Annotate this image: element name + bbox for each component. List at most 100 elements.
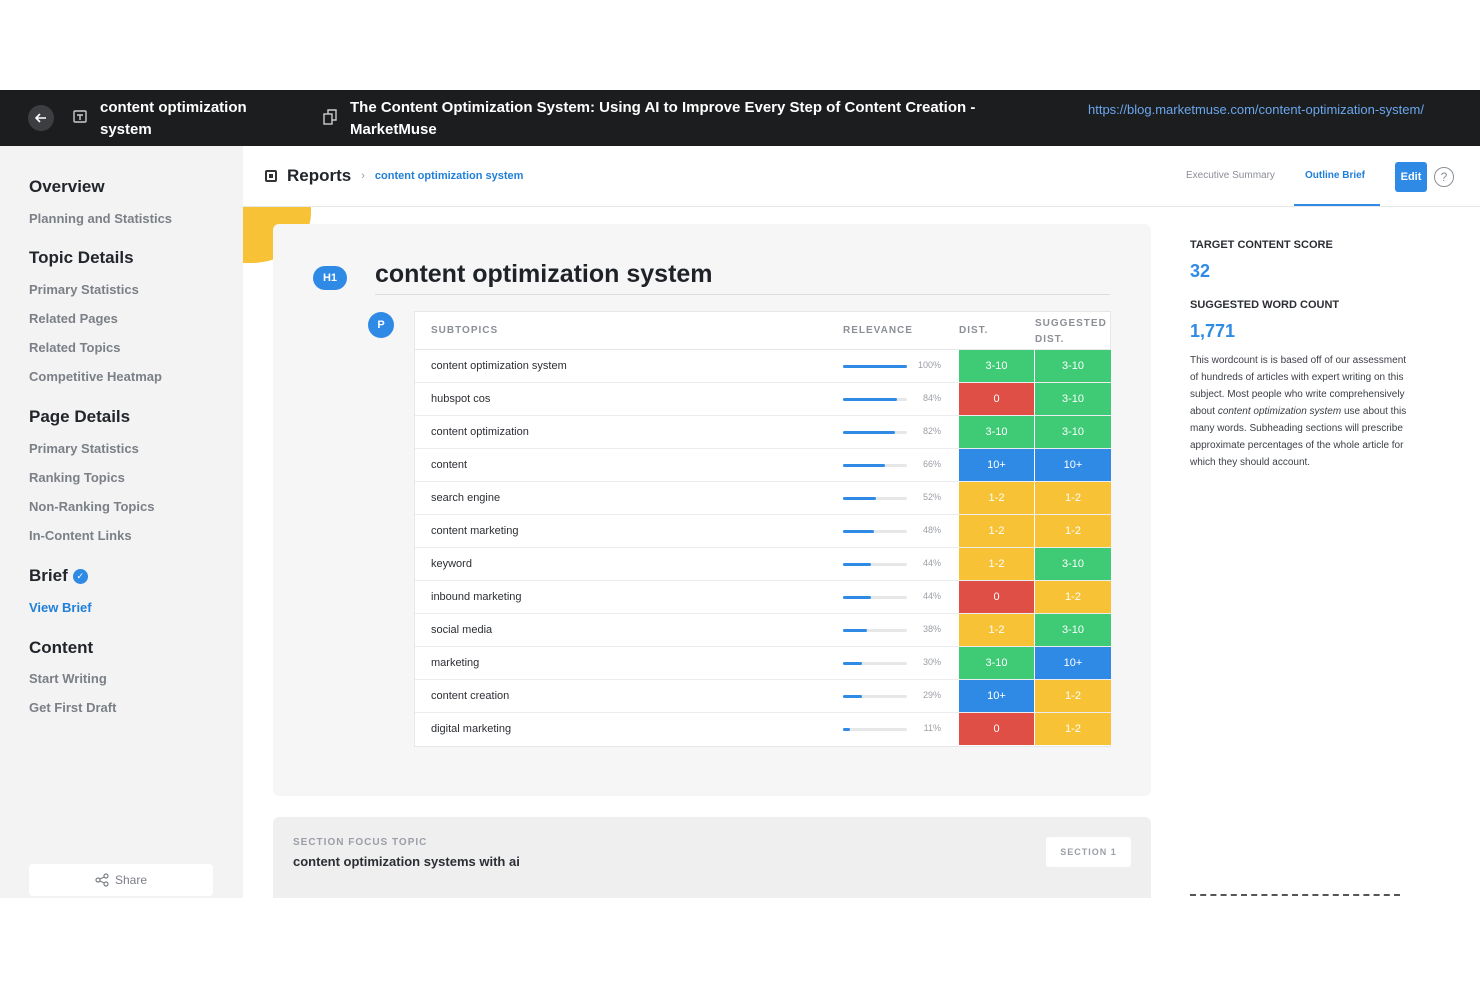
subtopic-name: keyword — [431, 558, 472, 570]
sidebar-item-page-primary-statistics[interactable]: Primary Statistics — [29, 441, 139, 456]
topic-title: content optimization system — [100, 99, 247, 138]
section-focus-card[interactable]: SECTION FOCUS TOPIC content optimization… — [273, 817, 1151, 898]
table-row[interactable]: digital marketing 11% 0 1-2 — [415, 713, 1111, 746]
relevance-bar — [843, 728, 907, 731]
table-row[interactable]: content optimization system 100% 3-10 3-10 — [415, 350, 1111, 383]
relevance-bar-fill — [843, 497, 877, 500]
relevance-percent: 52% — [922, 492, 941, 502]
table-row[interactable]: marketing 30% 3-10 10+ — [415, 647, 1111, 680]
relevance-bar — [843, 695, 907, 698]
relevance-bar — [843, 530, 907, 533]
subtopic-name: content — [431, 459, 468, 471]
section-focus-title: content optimization systems with ai — [293, 854, 520, 869]
share-icon — [95, 873, 109, 887]
share-label: Share — [114, 873, 148, 887]
table-row[interactable]: content marketing 48% 1-2 1-2 — [415, 515, 1111, 548]
relevance-bar-fill — [843, 662, 863, 665]
table-row[interactable]: hubspot cos 84% 0 3-10 — [415, 383, 1111, 416]
table-row[interactable]: content creation 29% 10+ 1-2 — [415, 680, 1111, 713]
relevance-bar-fill — [843, 629, 868, 632]
dist-cell: 3-10 — [959, 647, 1034, 679]
sidebar-item-competitive-heatmap[interactable]: Competitive Heatmap — [29, 369, 162, 384]
sidebar-heading-topic-details[interactable]: Topic Details — [29, 248, 134, 267]
header-divider — [243, 206, 1480, 207]
sidebar-item-start-writing[interactable]: Start Writing — [29, 671, 107, 686]
suggested-dist-cell: 3-10 — [1035, 350, 1111, 382]
word-count-description: This wordcount is is based off of our as… — [1190, 352, 1412, 471]
relevance-bar — [843, 662, 907, 665]
target-score-value: 32 — [1190, 261, 1211, 281]
sidebar-item-ranking-topics[interactable]: Ranking Topics — [29, 470, 125, 485]
app-window: content optimization system The Content … — [0, 90, 1480, 898]
page-url-link[interactable]: https://blog.marketmuse.com/content-opti… — [1088, 102, 1424, 117]
relevance-bar-fill — [843, 695, 862, 698]
relevance-bar — [843, 464, 907, 467]
table-row[interactable]: social media 38% 1-2 3-10 — [415, 614, 1111, 647]
suggested-dist-cell: 3-10 — [1035, 416, 1111, 448]
subtopic-name: hubspot cos — [431, 393, 491, 405]
relevance-bar-fill — [843, 365, 907, 368]
dist-cell: 3-10 — [959, 416, 1034, 448]
clipped-label-fragment — [1190, 894, 1400, 898]
subtopic-name: marketing — [431, 657, 480, 669]
dist-cell: 0 — [959, 383, 1034, 415]
sidebar-heading-brief[interactable]: Brief ✓ — [29, 566, 88, 586]
dist-cell: 1-2 — [959, 614, 1034, 646]
copy-icon[interactable] — [323, 109, 338, 125]
h1-divider — [375, 294, 1110, 295]
sidebar-heading-overview[interactable]: Overview — [29, 177, 105, 196]
relevance-percent: 30% — [922, 657, 941, 667]
share-button[interactable]: Share — [29, 864, 213, 896]
table-row[interactable]: content 66% 10+ 10+ — [415, 449, 1111, 482]
h1-heading[interactable]: content optimization system — [375, 260, 713, 288]
page-title: The Content Optimization System: Using A… — [350, 99, 976, 138]
sidebar-item-topic-primary-statistics[interactable]: Primary Statistics — [29, 282, 139, 297]
subtopic-name: content optimization system — [431, 360, 567, 372]
subtopic-name: content marketing — [431, 525, 519, 537]
suggested-dist-cell: 1-2 — [1035, 680, 1111, 712]
verified-check-icon: ✓ — [72, 569, 88, 584]
edit-button[interactable]: Edit — [1395, 162, 1427, 192]
relevance-percent: 66% — [922, 459, 941, 469]
sidebar-item-non-ranking-topics[interactable]: Non-Ranking Topics — [29, 499, 155, 514]
suggested-dist-cell: 3-10 — [1035, 548, 1111, 580]
tab-executive-summary[interactable]: Executive Summary — [1186, 170, 1275, 181]
suggested-dist-cell: 3-10 — [1035, 383, 1111, 415]
sidebar-item-related-pages[interactable]: Related Pages — [29, 311, 118, 326]
subtopic-name: content creation — [431, 690, 510, 702]
relevance-percent: 100% — [917, 360, 941, 370]
sidebar-item-planning-and-statistics[interactable]: Planning and Statistics — [29, 211, 173, 226]
relevance-percent: 44% — [922, 558, 941, 568]
suggested-dist-cell: 3-10 — [1035, 614, 1111, 646]
dist-cell: 0 — [959, 581, 1034, 613]
relevance-bar — [843, 563, 907, 566]
subtopic-name: inbound marketing — [431, 591, 522, 603]
tab-outline-brief[interactable]: Outline Brief — [1305, 170, 1366, 181]
table-row[interactable]: inbound marketing 44% 0 1-2 — [415, 581, 1111, 614]
table-row[interactable]: keyword 44% 1-2 3-10 — [415, 548, 1111, 581]
view-brief-link[interactable]: View Brief — [29, 600, 92, 615]
sidebar-item-get-first-draft[interactable]: Get First Draft — [29, 700, 117, 715]
sidebar-item-related-topics[interactable]: Related Topics — [29, 340, 121, 355]
sidebar-item-in-content-links[interactable]: In-Content Links — [29, 528, 132, 543]
dist-cell: 1-2 — [959, 482, 1034, 514]
description-text: This wordcount is is based off of our as… — [1190, 355, 1407, 417]
dist-cell: 10+ — [959, 449, 1034, 481]
help-icon[interactable]: ? — [1434, 167, 1454, 187]
relevance-percent: 44% — [922, 591, 941, 601]
sidebar-heading-content[interactable]: Content — [29, 638, 94, 657]
table-row[interactable]: search engine 52% 1-2 1-2 — [415, 482, 1111, 515]
sidebar: Overview Planning and Statistics Topic D… — [0, 146, 243, 898]
brief-heading-label: Brief — [29, 566, 68, 585]
sidebar-heading-page-details[interactable]: Page Details — [29, 407, 131, 426]
relevance-bar-fill — [843, 530, 874, 533]
document-icon — [73, 110, 87, 123]
back-button[interactable] — [28, 105, 54, 131]
table-row[interactable]: content optimization 82% 3-10 3-10 — [415, 416, 1111, 449]
suggested-dist-cell: 10+ — [1035, 449, 1111, 481]
suggested-dist-cell: 1-2 — [1035, 515, 1111, 547]
breadcrumb-reports[interactable]: Reports — [287, 166, 352, 185]
breadcrumb-current[interactable]: content optimization system — [374, 170, 524, 182]
dist-cell: 0 — [959, 713, 1034, 745]
table-header: SUBTOPICS RELEVANCE DIST. SUGGESTED DIST… — [415, 312, 1110, 350]
